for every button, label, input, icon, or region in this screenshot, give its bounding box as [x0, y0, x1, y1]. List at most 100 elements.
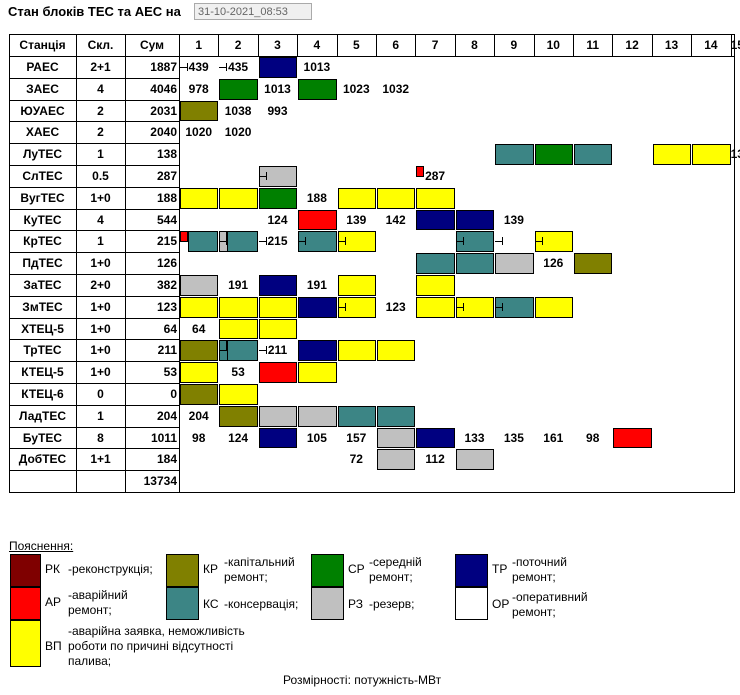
- station-name[interactable]: ЛадТЕС: [18, 408, 66, 423]
- unit-power-value[interactable]: 993: [267, 103, 288, 118]
- col-skl-header[interactable]: Скл.: [87, 38, 114, 52]
- unit-power-value[interactable]: 435: [228, 60, 249, 74]
- legend-op-text1: -оперативний: [512, 590, 588, 604]
- unit-marker: [455, 241, 463, 243]
- unit-power-value[interactable]: 1020: [185, 125, 213, 140]
- unit-column-header[interactable]: 5: [352, 38, 360, 52]
- station-sum: 2031: [150, 103, 177, 118]
- grid-line: [9, 34, 10, 493]
- unit-power-value[interactable]: 139: [503, 212, 524, 227]
- unit-power-value[interactable]: 1038: [224, 103, 252, 118]
- unit-power-value[interactable]: 133: [464, 430, 485, 445]
- unit-power-value[interactable]: 112: [425, 452, 445, 467]
- unit-column-header[interactable]: 7: [431, 38, 439, 52]
- status-cell: [219, 405, 258, 427]
- unit-power-value[interactable]: 72: [349, 452, 363, 467]
- unit-column-header[interactable]: 15: [730, 38, 740, 52]
- station-name[interactable]: КуТЕС: [23, 212, 62, 227]
- status-cell: [298, 362, 337, 383]
- station-name[interactable]: ЮУАЕС: [20, 103, 65, 118]
- unit-column-header[interactable]: 10: [546, 38, 560, 52]
- station-name[interactable]: КрТЕС: [23, 234, 62, 249]
- status-cell: [219, 384, 258, 405]
- grid-line: [9, 426, 180, 428]
- unit-column-header[interactable]: 13: [664, 38, 679, 52]
- station-name[interactable]: КТЕЦ-5: [21, 365, 64, 380]
- station-name[interactable]: СлТЕС: [22, 169, 63, 183]
- unit-marker: [337, 241, 345, 243]
- unit-power-value[interactable]: 1013: [303, 60, 331, 74]
- grid-line: [734, 34, 735, 493]
- unit-power-value[interactable]: 204: [188, 408, 209, 423]
- unit-column-header[interactable]: 8: [471, 38, 478, 52]
- station-name[interactable]: ЗмТЕС: [22, 299, 63, 314]
- status-cell: [258, 362, 298, 383]
- station-name[interactable]: ХТЕЦ-5: [21, 321, 64, 336]
- col-station-header[interactable]: Станція: [19, 38, 66, 52]
- status-cell-part: [227, 340, 258, 362]
- unit-power-value[interactable]: 191: [306, 278, 327, 292]
- unit-power-value[interactable]: 978: [188, 81, 209, 96]
- status-cell: [416, 427, 455, 449]
- unit-column-header[interactable]: 1: [195, 38, 203, 52]
- station-name[interactable]: ЗАЕС: [26, 81, 59, 96]
- unit-power-value[interactable]: 287: [425, 169, 446, 183]
- station-name[interactable]: БуТЕС: [22, 430, 63, 445]
- unit-power-value[interactable]: 135: [503, 430, 524, 445]
- station-name[interactable]: ВугТЕС: [20, 190, 65, 205]
- unit-power-value[interactable]: 126: [543, 256, 564, 271]
- unit-power-value[interactable]: 142: [385, 212, 406, 227]
- status-cell: [180, 384, 219, 405]
- unit-power-value[interactable]: 211: [267, 343, 288, 358]
- unit-power-value[interactable]: 191: [228, 278, 249, 292]
- grid-line: [9, 274, 180, 275]
- station-skl: 1: [97, 147, 104, 162]
- unit-column-header[interactable]: 4: [313, 38, 321, 52]
- unit-power-value[interactable]: 98: [586, 430, 600, 445]
- station-name[interactable]: ЗаТЕС: [23, 278, 62, 292]
- status-cell: [377, 187, 416, 209]
- station-name[interactable]: ДобТЕС: [18, 452, 67, 467]
- unit-power-value[interactable]: 105: [306, 430, 327, 445]
- unit-power-value[interactable]: 123: [385, 299, 406, 314]
- grid-line: [9, 383, 180, 384]
- unit-column-header[interactable]: 12: [625, 38, 639, 52]
- unit-power-value[interactable]: 439: [188, 60, 209, 74]
- unit-column-header[interactable]: 6: [392, 38, 400, 52]
- unit-power-value[interactable]: 124: [267, 212, 288, 227]
- station-sum: 184: [156, 452, 177, 467]
- unit-power-value[interactable]: 53: [231, 365, 245, 380]
- unit-power-value[interactable]: 1020: [224, 125, 252, 140]
- unit-power-value[interactable]: 188: [306, 190, 327, 205]
- unit-marker: [187, 63, 188, 71]
- station-name[interactable]: ПдТЕС: [22, 256, 63, 271]
- unit-column-header[interactable]: 9: [510, 38, 518, 52]
- datetime-field[interactable]: [194, 3, 312, 20]
- unit-power-value[interactable]: 1023: [342, 81, 370, 96]
- unit-power-value[interactable]: 98: [192, 430, 206, 445]
- unit-power-value[interactable]: 124: [228, 430, 249, 445]
- col-sum-header[interactable]: Сум: [139, 38, 165, 52]
- unit-power-value[interactable]: 157: [346, 430, 367, 445]
- grid-line: [125, 34, 126, 493]
- unit-power-value[interactable]: 1032: [382, 81, 410, 96]
- station-name[interactable]: КТЕЦ-6: [21, 387, 64, 401]
- status-cell-part: [227, 231, 258, 253]
- unit-power-value[interactable]: 64: [192, 321, 206, 336]
- unit-power-value[interactable]: 161: [543, 430, 564, 445]
- unit-column-header[interactable]: 3: [274, 38, 281, 52]
- unit-column-header[interactable]: 11: [586, 38, 600, 52]
- unit-power-value[interactable]: 138: [730, 147, 740, 162]
- unit-column-header[interactable]: 2: [234, 38, 242, 52]
- station-name[interactable]: ТрТЕС: [23, 343, 62, 358]
- station-name[interactable]: ХАЕС: [25, 125, 60, 140]
- grid-line: [533, 34, 535, 57]
- station-name[interactable]: РАЕС: [26, 60, 59, 74]
- legend-vp-text2: роботи по причині відсутності: [68, 639, 234, 653]
- unit-power-value[interactable]: 139: [346, 212, 367, 227]
- station-skl: 1+0: [90, 190, 111, 205]
- unit-power-value[interactable]: 215: [267, 234, 288, 249]
- station-name[interactable]: ЛуТЕС: [22, 147, 63, 162]
- unit-power-value[interactable]: 1013: [264, 81, 291, 96]
- unit-column-header[interactable]: 14: [704, 38, 718, 52]
